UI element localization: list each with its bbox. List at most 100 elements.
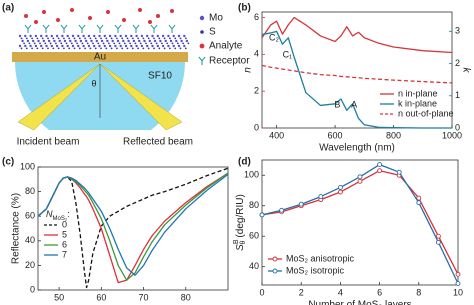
y2-axis-label: k (460, 68, 471, 74)
mo-atom (40, 34, 43, 38)
legend-title: NMoS₂: (46, 209, 70, 221)
legend-analyte-icon (199, 43, 205, 49)
mo-atom (82, 44, 85, 48)
y2-tick-label: 0 (455, 122, 460, 132)
mo-atom (183, 44, 186, 48)
s-atom (174, 47, 177, 50)
receptor (60, 24, 68, 33)
series-line (261, 64, 453, 84)
mo-atom (47, 39, 51, 43)
y-tick-label: 0 (254, 122, 259, 132)
mo-atom (24, 34, 27, 38)
mo-atom (18, 44, 22, 48)
analyte (106, 10, 110, 14)
y-label-sub: θ (240, 240, 247, 244)
y-tick-label: 40 (249, 261, 259, 271)
data-point (416, 195, 422, 201)
s-atom (39, 42, 41, 45)
analyte (170, 9, 174, 13)
mo-atom (34, 44, 38, 48)
s-atom (89, 47, 92, 50)
mo-atom (156, 34, 159, 38)
receptor (132, 24, 140, 33)
s-atom (94, 47, 97, 50)
mo-atom (18, 34, 22, 38)
panel-label: (c) (2, 157, 14, 168)
s-atom (33, 42, 36, 45)
s-atom (81, 42, 84, 45)
s-atom (76, 42, 78, 45)
x-tick-label: 0 (259, 287, 264, 297)
mo-atom (108, 44, 112, 48)
mo-atom (100, 39, 104, 43)
s-atom (78, 37, 81, 40)
angle-label: θ (91, 78, 96, 88)
data-point (377, 162, 383, 168)
s-atom (137, 47, 140, 50)
mo-atom (146, 44, 149, 48)
mo-atom (138, 39, 141, 43)
s-atom (78, 47, 81, 50)
analyte (148, 20, 152, 24)
s-atom (73, 47, 76, 50)
s-atom (169, 47, 171, 50)
s-atom (57, 47, 60, 50)
s-atom (41, 47, 44, 50)
data-point (337, 184, 343, 190)
s-atom (171, 42, 174, 45)
s-atom (110, 37, 113, 40)
mo-atom (55, 44, 59, 48)
s-atom (147, 37, 150, 40)
y-tick-label: 80 (25, 186, 35, 196)
mo-atom (169, 39, 173, 43)
s-atom (57, 37, 60, 40)
mo-atom (127, 39, 130, 43)
mo-atom (151, 34, 154, 38)
data-point (279, 207, 285, 213)
s-atom (137, 37, 140, 40)
s-atom (123, 42, 126, 45)
s-atom (52, 37, 55, 40)
mo-atom (85, 39, 88, 43)
data-point (455, 271, 461, 277)
analyte (70, 8, 74, 12)
x-tick-label: 6 (377, 287, 382, 297)
s-atom (153, 37, 155, 40)
legend-label: MoS₂ isotropic (286, 265, 345, 275)
y-label-unit: (deg/RIU) (235, 194, 246, 237)
legend-label: MoS₂ anisotropic (286, 253, 355, 263)
legend-label: 7 (62, 249, 67, 259)
legend-title-main: N (46, 209, 53, 219)
mo-atom (26, 39, 30, 43)
plot-frame (261, 159, 459, 286)
mo-atom (177, 44, 181, 48)
y-axis-label: SBθ (deg/RIU) (233, 194, 247, 251)
s-atom (139, 42, 142, 45)
data-point (435, 239, 441, 245)
s-atom (28, 42, 31, 45)
s-atom (52, 47, 55, 50)
s-atom (47, 37, 49, 40)
mo-atom (108, 34, 112, 38)
analyte (138, 8, 142, 12)
mo-atom (153, 39, 157, 43)
legend-title-sub: MoS₂ (53, 216, 68, 222)
s-atom (97, 42, 100, 45)
data-point (357, 174, 363, 180)
legend-label: S (209, 27, 216, 38)
mo-atom (143, 39, 146, 43)
mo-atom (148, 39, 151, 43)
receptor (24, 24, 32, 33)
s-atom (31, 37, 33, 40)
s-atom (150, 42, 153, 45)
mo-atom (156, 44, 159, 48)
reflected-label: Reflected beam (123, 137, 193, 148)
x-tick-label: 1000 (442, 130, 462, 140)
receptor (96, 24, 104, 33)
y-tick-label: 0 (30, 284, 35, 294)
legend-label: n out-of-plane (398, 108, 454, 118)
receptor (114, 24, 122, 33)
s-atom (68, 37, 71, 40)
plot-frame (37, 166, 229, 291)
mo-atom (24, 44, 27, 48)
